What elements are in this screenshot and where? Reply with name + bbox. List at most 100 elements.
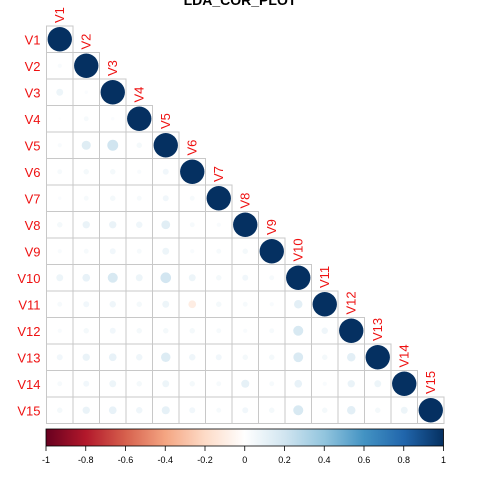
legend-tick-label: 0.6 <box>358 455 371 465</box>
corr-circle-V7-V1 <box>58 197 61 200</box>
corr-circle-V15-V15 <box>419 398 443 422</box>
legend-tick-label: -0.2 <box>197 455 213 465</box>
corr-circle-V15-V9 <box>269 408 274 413</box>
corr-circle-V12-V2 <box>84 328 89 333</box>
corr-circle-V11-V5 <box>162 301 169 308</box>
row-label-V7: V7 <box>25 191 41 206</box>
corr-circle-V9-V3 <box>110 248 116 254</box>
column-label-V5: V5 <box>158 113 173 129</box>
corr-circle-V7-V2 <box>84 196 89 201</box>
corr-circle-V15-V12 <box>347 406 355 414</box>
corr-circle-V13-V9 <box>269 355 274 360</box>
corr-circle-V12-V4 <box>137 328 142 333</box>
corr-circle-V13-V13 <box>366 345 390 369</box>
row-label-V6: V6 <box>25 165 41 180</box>
corr-circle-V5-V4 <box>137 143 142 148</box>
corr-circle-V13-V5 <box>161 353 170 362</box>
corr-circle-V10-V1 <box>56 274 63 281</box>
corr-circle-V15-V8 <box>242 407 248 413</box>
corr-circle-V10-V9 <box>269 275 274 280</box>
corr-circle-V12-V9 <box>269 328 274 333</box>
corr-circle-V10-V8 <box>242 275 248 281</box>
corr-circle-V13-V7 <box>216 354 222 360</box>
corr-circle-V11-V2 <box>83 301 89 307</box>
corr-circle-V14-V4 <box>137 381 142 386</box>
corr-circle-V10-V6 <box>189 274 196 281</box>
corr-circle-V14-V10 <box>294 380 302 388</box>
corr-circle-V5-V1 <box>58 143 62 147</box>
corr-circle-V2-V1 <box>58 64 62 68</box>
corr-circle-V6-V2 <box>84 169 89 174</box>
corr-circle-V10-V4 <box>136 274 143 281</box>
row-label-V5: V5 <box>25 138 41 153</box>
corr-circle-V7-V5 <box>163 195 169 201</box>
corr-circle-V11-V1 <box>57 302 62 307</box>
column-label-V3: V3 <box>105 60 120 76</box>
corr-circle-V15-V4 <box>136 407 142 413</box>
corr-circle-V12-V3 <box>110 328 116 334</box>
corr-circle-V3-V3 <box>101 80 125 104</box>
corr-circle-V12-V7 <box>216 328 221 333</box>
corr-circle-V14-V7 <box>216 381 221 386</box>
column-label-V13: V13 <box>370 318 385 341</box>
column-label-V7: V7 <box>211 166 226 182</box>
column-label-V6: V6 <box>184 140 199 156</box>
corr-circle-V7-V4 <box>137 196 142 201</box>
corr-circle-V11-V4 <box>137 302 142 307</box>
corr-circle-V9-V1 <box>58 249 62 253</box>
corr-circle-V4-V1 <box>59 118 61 120</box>
legend-tick-label: 1 <box>441 455 446 465</box>
corr-circle-V12-V1 <box>58 329 62 333</box>
legend-tick-label: -0.4 <box>157 455 173 465</box>
corr-circle-V12-V10 <box>293 326 303 336</box>
corr-circle-V13-V3 <box>109 353 117 361</box>
corr-circle-V13-V10 <box>293 352 303 362</box>
corr-circle-V4-V4 <box>127 107 151 131</box>
corr-circle-V6-V1 <box>57 169 62 174</box>
corr-circle-V14-V5 <box>162 380 169 387</box>
corr-circle-V9-V2 <box>84 249 89 254</box>
corr-circle-V9-V7 <box>216 249 221 254</box>
column-label-V15: V15 <box>423 371 438 394</box>
corr-circle-V15-V3 <box>109 406 117 414</box>
corr-circle-V2-V2 <box>74 54 98 78</box>
corr-circle-V8-V1 <box>57 222 62 227</box>
legend-tick-label: -0.6 <box>118 455 134 465</box>
corr-circle-V10-V2 <box>82 274 90 282</box>
row-label-V4: V4 <box>25 112 41 127</box>
corr-circle-V14-V8 <box>241 380 249 388</box>
corr-circle-V4-V3 <box>111 117 114 120</box>
corr-circle-V11-V11 <box>313 292 337 316</box>
corr-circle-V8-V3 <box>109 221 116 228</box>
row-label-V9: V9 <box>25 244 41 259</box>
corr-circle-V14-V9 <box>269 381 274 386</box>
column-label-V2: V2 <box>78 34 93 50</box>
corr-circle-V6-V4 <box>137 170 141 174</box>
row-label-V1: V1 <box>25 32 41 47</box>
corr-circle-V7-V3 <box>110 196 115 201</box>
corr-circle-V15-V2 <box>83 407 90 414</box>
legend-tick-label: 0 <box>242 455 247 465</box>
corr-circle-V10-V5 <box>160 272 171 283</box>
corr-circle-V12-V6 <box>190 328 195 333</box>
column-label-V14: V14 <box>396 344 411 367</box>
corr-circle-V8-V5 <box>161 220 170 229</box>
corr-circle-V14-V12 <box>348 380 355 387</box>
corr-circle-V5-V2 <box>82 141 91 150</box>
corr-circle-V14-V1 <box>57 381 62 386</box>
corr-circle-V9-V8 <box>243 249 248 254</box>
column-label-V11: V11 <box>317 266 332 288</box>
column-label-V4: V4 <box>131 87 146 103</box>
corr-circle-V15-V5 <box>162 406 170 414</box>
corr-circle-V12-V11 <box>322 328 328 334</box>
corr-circle-V8-V2 <box>83 221 90 228</box>
corr-circle-V11-V10 <box>294 300 302 308</box>
corr-circle-V1-V1 <box>48 27 72 51</box>
legend-tick-label: 0.4 <box>318 455 331 465</box>
corr-circle-V15-V7 <box>216 408 221 413</box>
legend-tick-label: 0.2 <box>278 455 291 465</box>
corr-circle-V11-V7 <box>216 302 221 307</box>
corr-circle-V3-V1 <box>56 89 63 96</box>
corr-circle-V13-V4 <box>136 354 142 360</box>
